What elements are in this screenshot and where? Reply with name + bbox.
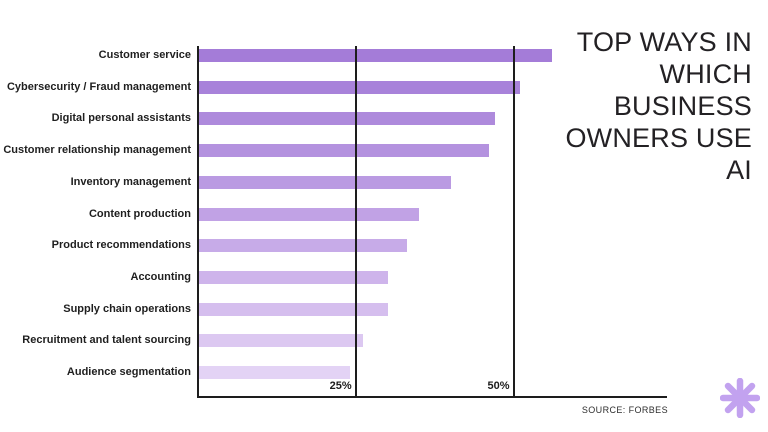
page-title: TOP WAYS IN WHICH BUSINESS OWNERS USE AI — [482, 26, 752, 186]
bar-2 — [198, 80, 521, 94]
bar-1 — [198, 49, 552, 62]
title-line: OWNERS USE — [565, 123, 752, 153]
bar-4 — [198, 144, 489, 158]
category-label-8: Accounting — [130, 270, 192, 283]
bar-5 — [198, 175, 451, 189]
title-line: AI — [726, 155, 752, 185]
category-label-4: Customer relationship management — [3, 144, 191, 157]
category-label-11: Audience segmentation — [66, 366, 191, 378]
x-tick-25: 25% — [329, 380, 352, 392]
y-axis-line — [197, 46, 199, 397]
bar-3 — [198, 112, 496, 126]
category-label-9: Supply chain operations — [63, 302, 191, 315]
category-label-6: Content production — [88, 207, 191, 220]
x-axis-line — [197, 396, 667, 398]
x-tick-50: 50% — [487, 380, 510, 392]
bar-11 — [198, 366, 350, 379]
bar-10 — [198, 334, 363, 348]
asterisk-icon — [720, 378, 760, 418]
category-label-7: Product recommendations — [51, 239, 191, 252]
source-credit: SOURCE: FORBES — [581, 405, 668, 415]
bar-9 — [198, 302, 388, 316]
bar-6 — [198, 207, 420, 221]
gridline-25 — [355, 46, 357, 397]
category-label-3: Digital personal assistants — [51, 112, 191, 125]
bar-7 — [198, 239, 407, 253]
category-label-10: Recruitment and talent sourcing — [22, 334, 191, 347]
title-line: BUSINESS — [613, 91, 752, 121]
title-line: WHICH — [659, 59, 752, 89]
title-line: TOP WAYS IN — [576, 27, 752, 57]
category-label-2: Cybersecurity / Fraud management — [6, 80, 191, 93]
category-label-1: Customer service — [98, 49, 191, 61]
bar-8 — [198, 270, 388, 284]
gridline-50 — [513, 46, 515, 397]
category-label-5: Inventory management — [70, 175, 191, 188]
